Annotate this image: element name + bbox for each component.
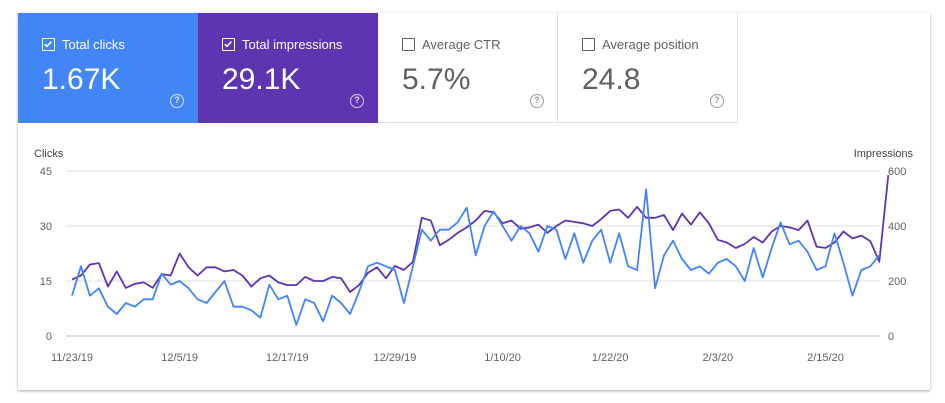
- metric-average-ctr[interactable]: Average CTR 5.7% ?: [378, 13, 558, 123]
- chart-svg: Clicks Impressions 0 15 30 45 0 200 400 600 11…: [34, 148, 914, 364]
- checkbox-checked-icon[interactable]: [42, 38, 55, 51]
- metric-label: Total clicks: [62, 37, 125, 52]
- left-axis-ticks: 0 15 30 45: [40, 166, 52, 343]
- help-icon[interactable]: ?: [530, 94, 544, 108]
- metric-total-impressions[interactable]: Total impressions 29.1K ?: [198, 13, 378, 123]
- metric-label: Total impressions: [242, 37, 343, 52]
- checkbox-unchecked-icon[interactable]: [582, 38, 595, 51]
- left-tick-label: 0: [46, 331, 52, 343]
- x-tick-label: 2/15/20: [807, 352, 844, 364]
- metric-value: 24.8: [582, 63, 641, 96]
- right-axis-title: Impressions: [854, 148, 914, 160]
- right-tick-label: 200: [888, 276, 906, 288]
- x-tick-label: 12/5/19: [161, 352, 198, 364]
- right-tick-label: 400: [888, 221, 906, 233]
- help-icon[interactable]: ?: [170, 94, 184, 108]
- metric-value: 5.7%: [402, 63, 471, 96]
- right-tick-label: 600: [888, 166, 906, 178]
- right-axis-ticks: 0 200 400 600: [888, 166, 906, 343]
- help-icon[interactable]: ?: [350, 94, 364, 108]
- left-axis-title: Clicks: [34, 148, 64, 160]
- metric-cards: Total clicks 1.67K ? Total impressions 2…: [18, 13, 930, 123]
- left-tick-label: 15: [40, 276, 52, 288]
- metric-label: Average position: [602, 37, 699, 52]
- metric-value: 29.1K: [222, 63, 301, 96]
- x-tick-label: 12/29/19: [374, 352, 417, 364]
- series-lines: [71, 175, 890, 326]
- left-tick-label: 30: [40, 221, 52, 233]
- metric-average-position[interactable]: Average position 24.8 ?: [558, 13, 738, 123]
- checkbox-checked-icon[interactable]: [222, 38, 235, 51]
- performance-card: Total clicks 1.67K ? Total impressions 2…: [18, 13, 930, 390]
- checkbox-unchecked-icon[interactable]: [402, 38, 415, 51]
- right-tick-label: 0: [888, 331, 894, 343]
- gridlines: [66, 170, 880, 337]
- help-icon[interactable]: ?: [710, 94, 724, 108]
- x-tick-label: 12/17/19: [266, 352, 309, 364]
- x-tick-label: 2/3/20: [703, 352, 734, 364]
- x-axis-ticks: 11/23/19 12/5/19 12/17/19 12/29/19 1/10/20 1/…: [51, 352, 844, 364]
- clicks-series-line: [71, 188, 880, 326]
- impressions-series-line: [71, 175, 890, 293]
- performance-chart: Clicks Impressions 0 15 30 45 0 200 400 600 11…: [18, 123, 930, 390]
- metric-total-clicks[interactable]: Total clicks 1.67K ?: [18, 13, 198, 123]
- metric-label: Average CTR: [422, 37, 501, 52]
- metric-value: 1.67K: [42, 63, 121, 96]
- x-tick-label: 11/23/19: [51, 352, 93, 364]
- x-tick-label: 1/22/20: [592, 352, 629, 364]
- x-tick-label: 1/10/20: [484, 352, 521, 364]
- left-tick-label: 45: [40, 166, 52, 178]
